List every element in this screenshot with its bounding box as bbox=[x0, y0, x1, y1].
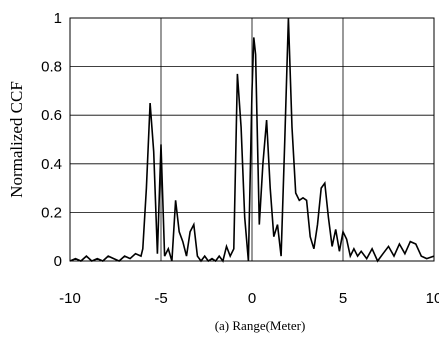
x-tick-label: -5 bbox=[154, 290, 167, 307]
plot-frame bbox=[69, 17, 435, 262]
y-axis-label: Normalized CCF bbox=[7, 81, 26, 198]
y-tick-label: 1 bbox=[54, 10, 62, 27]
y-tick-label: 0.6 bbox=[41, 107, 62, 124]
y-tick-label: 0 bbox=[54, 253, 62, 270]
y-tick-labels: 0 0.2 0.4 0.6 0.8 1 bbox=[41, 10, 62, 270]
y-tick-label: 0.8 bbox=[41, 59, 62, 76]
grid-lines bbox=[69, 17, 435, 262]
x-tick-labels: -10 -5 0 5 10 bbox=[59, 290, 439, 307]
x-tick-label: -10 bbox=[59, 290, 81, 307]
y-tick-label: 0.2 bbox=[41, 204, 62, 221]
x-tick-label: 0 bbox=[248, 290, 256, 307]
x-axis-label: (a) Range(Meter) bbox=[215, 318, 306, 333]
y-tick-label: 0.4 bbox=[41, 156, 62, 173]
x-tick-label: 10 bbox=[426, 290, 439, 307]
x-tick-label: 5 bbox=[339, 290, 347, 307]
series-line-ccf bbox=[69, 17, 435, 263]
